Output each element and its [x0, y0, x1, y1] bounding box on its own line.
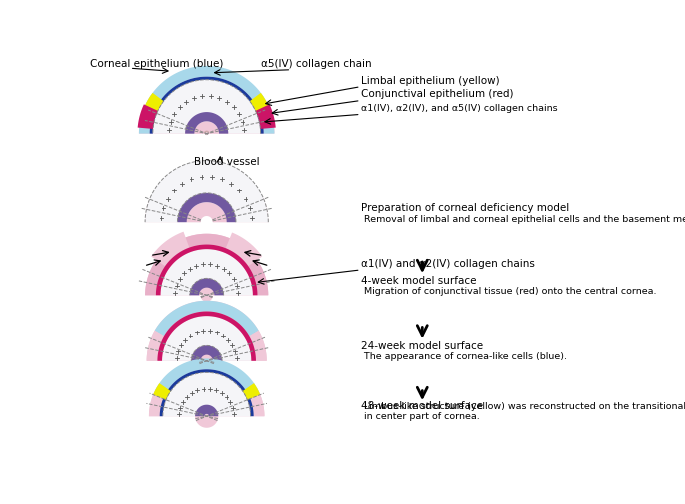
Polygon shape [160, 369, 253, 416]
Polygon shape [150, 77, 264, 134]
Polygon shape [153, 383, 171, 400]
Polygon shape [199, 355, 214, 368]
Polygon shape [185, 112, 228, 134]
Polygon shape [154, 358, 259, 396]
Polygon shape [145, 234, 269, 301]
Polygon shape [212, 196, 269, 222]
Polygon shape [147, 301, 266, 368]
Polygon shape [195, 388, 264, 422]
Polygon shape [190, 278, 223, 295]
Polygon shape [249, 392, 264, 416]
Polygon shape [153, 80, 260, 134]
Polygon shape [177, 193, 236, 222]
Text: 4-week model surface: 4-week model surface [361, 276, 476, 286]
Text: α1(IV), α2(IV), and α5(IV) collagen chains: α1(IV), α2(IV), and α5(IV) collagen chai… [361, 104, 558, 113]
Text: Blood vessel: Blood vessel [194, 157, 259, 167]
Polygon shape [250, 93, 269, 113]
Polygon shape [160, 249, 253, 295]
Polygon shape [149, 392, 164, 416]
Text: 24-week model surface: 24-week model surface [361, 341, 483, 351]
Polygon shape [145, 161, 269, 222]
Polygon shape [242, 383, 260, 400]
Text: Limbal epithelium (yellow): Limbal epithelium (yellow) [361, 76, 499, 86]
Polygon shape [151, 232, 189, 266]
Text: Removal of limbal and corneal epithelial cells and the basement membrane.: Removal of limbal and corneal epithelial… [361, 215, 685, 224]
Polygon shape [195, 405, 219, 416]
Polygon shape [156, 244, 258, 295]
Polygon shape [155, 301, 259, 336]
Text: Preparation of corneal deficiency model: Preparation of corneal deficiency model [361, 204, 569, 213]
Text: The appearance of cornea-like cells (blue).: The appearance of cornea-like cells (blu… [361, 352, 566, 361]
Polygon shape [256, 104, 276, 129]
Polygon shape [144, 93, 164, 113]
Polygon shape [226, 232, 262, 266]
Polygon shape [195, 414, 219, 428]
Polygon shape [139, 66, 275, 134]
Polygon shape [205, 95, 275, 135]
Text: Limbus-like structure (yellow) was reconstructed on the transitional zone
 in ce: Limbus-like structure (yellow) was recon… [361, 402, 685, 421]
Text: Corneal epithelium (blue): Corneal epithelium (blue) [90, 58, 223, 69]
Polygon shape [145, 234, 269, 295]
Text: α5(IV) collagen chain: α5(IV) collagen chain [260, 58, 371, 69]
Polygon shape [149, 388, 219, 422]
Polygon shape [249, 331, 266, 361]
Polygon shape [158, 311, 256, 361]
Text: Conjunctival epithelium (red): Conjunctival epithelium (red) [361, 89, 513, 99]
Polygon shape [145, 196, 201, 222]
Polygon shape [162, 316, 251, 361]
Polygon shape [187, 202, 227, 222]
Polygon shape [163, 372, 251, 416]
Polygon shape [191, 345, 222, 361]
Polygon shape [139, 95, 208, 135]
Text: 48-week model surface: 48-week model surface [361, 401, 483, 411]
Polygon shape [147, 331, 164, 361]
Polygon shape [138, 104, 158, 129]
Text: α1(IV) and α2(IV) collagen chains: α1(IV) and α2(IV) collagen chains [361, 259, 534, 269]
Polygon shape [195, 121, 219, 135]
Polygon shape [199, 288, 214, 301]
Text: Migration of conjunctival tissue (red) onto the central cornea.: Migration of conjunctival tissue (red) o… [361, 287, 656, 296]
